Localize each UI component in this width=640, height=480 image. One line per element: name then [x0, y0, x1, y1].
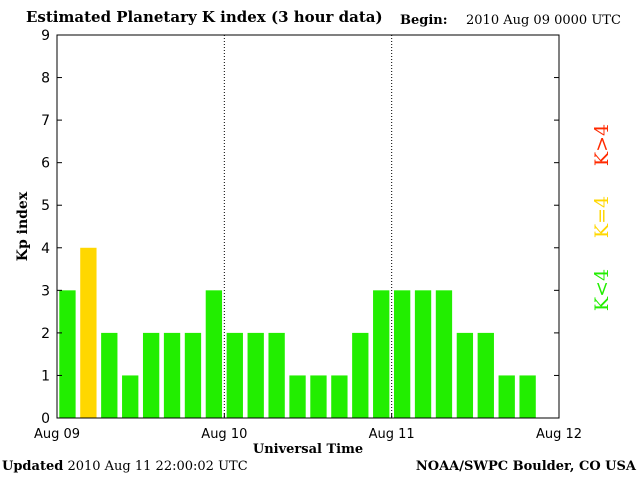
legend-k-above-4: K>4: [591, 123, 613, 167]
kp-bar: [247, 332, 264, 418]
begin-value: 2010 Aug 09 0000 UTC: [466, 13, 621, 28]
y-tick-label: 8: [41, 71, 50, 87]
y-tick-label: 5: [41, 198, 50, 214]
kp-bar: [289, 375, 306, 418]
kp-bar: [393, 290, 411, 418]
y-tick-label: 6: [41, 156, 50, 172]
legend-k-below-4: K<4: [591, 268, 613, 312]
kp-bar: [142, 332, 160, 418]
x-tick-label: Aug 11: [369, 427, 415, 442]
kp-bar: [184, 332, 202, 418]
kp-bar: [414, 290, 432, 418]
x-tick-label: Aug 12: [536, 427, 582, 442]
plot-frame: [56, 34, 560, 419]
y-tick-label: 9: [41, 28, 50, 44]
credit-line: NOAA/SWPC Boulder, CO USA: [415, 459, 636, 474]
begin-label: Begin:: [400, 13, 448, 28]
legend-k-equal-4: K=4: [591, 195, 613, 239]
updated-value: 2010 Aug 11 22:00:02 UTC: [67, 459, 248, 474]
updated-label: Updated: [2, 459, 64, 474]
kp-bar: [59, 290, 76, 418]
x-tick-label: Aug 10: [201, 427, 247, 442]
x-axis-label: Universal Time: [253, 442, 363, 457]
kp-bar: [373, 290, 390, 418]
kp-bar: [101, 332, 118, 418]
y-axis-label: Kp index: [15, 191, 31, 261]
chart-title: Estimated Planetary K index (3 hour data…: [26, 8, 383, 26]
y-tick-label: 4: [41, 241, 50, 257]
y-tick-label: 0: [41, 411, 50, 427]
kp-bar: [331, 375, 348, 418]
y-tick-label: 1: [41, 368, 50, 384]
y-tick-label: 7: [41, 113, 50, 129]
kp-bar: [352, 332, 369, 418]
kp-bar: [477, 332, 494, 418]
x-tick-label: Aug 09: [34, 427, 80, 442]
kp-bar: [310, 375, 327, 418]
kp-bar: [80, 247, 97, 418]
kp-bar: [163, 332, 181, 418]
kp-bar: [205, 290, 223, 418]
updated-stamp: Updated 2010 Aug 11 22:00:02 UTC: [2, 459, 248, 474]
y-tick-label: 3: [41, 283, 50, 299]
kp-bar: [456, 332, 474, 418]
kp-bar: [435, 290, 453, 418]
kp-bar: [122, 375, 139, 418]
y-tick-label: 2: [41, 326, 50, 342]
kp-bar: [498, 375, 515, 418]
kp-bar: [519, 375, 536, 418]
kp-bar: [226, 332, 243, 418]
kp-bar: [268, 332, 285, 418]
